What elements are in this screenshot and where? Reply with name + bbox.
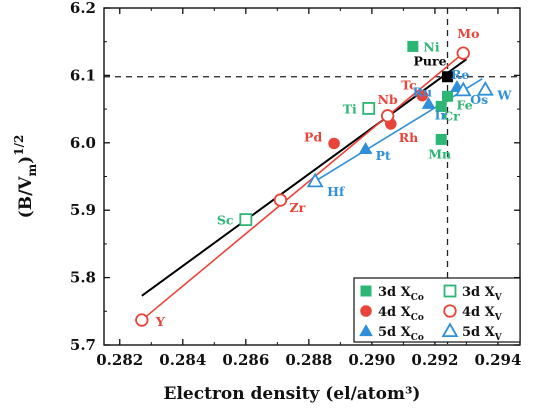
point-label-hf: Hf <box>327 184 346 199</box>
legend-label-3d-xv: 3d XV <box>462 285 503 303</box>
legend-marker-4d-xco <box>360 305 372 317</box>
point-pt <box>358 141 373 155</box>
point-label-os: Os <box>470 92 488 107</box>
axes: 0.282 0.284 0.286 0.288 0.290 0.292 0.294 5.7 5.… <box>12 0 521 404</box>
y-tick-label: 5.8 <box>70 269 96 287</box>
point-label-sc: Sc <box>217 213 234 228</box>
point-fe <box>442 90 454 102</box>
legend-marker-3d-xco <box>360 285 372 297</box>
point-mo <box>456 46 470 60</box>
legend-label-4d-xv: 4d XV <box>462 305 503 323</box>
x-tick-label: 0.282 <box>96 351 143 369</box>
legend-label-5d-xco: 5d XCo <box>378 325 424 343</box>
x-tick-label: 0.284 <box>159 351 206 369</box>
y-tick-label: 6.0 <box>70 134 96 152</box>
point-label-ru: Ru <box>413 85 432 100</box>
point-cr <box>435 100 447 112</box>
point-label-pure: Pure <box>414 54 447 69</box>
point-label-mo: Mo <box>457 26 479 41</box>
point-label-y: Y <box>155 314 166 329</box>
fit-line-red <box>141 52 464 321</box>
y-tick-label: 5.7 <box>70 336 96 354</box>
point-hf <box>306 172 324 188</box>
point-ni <box>407 40 419 52</box>
point-label-rh: Rh <box>399 130 418 145</box>
y-axis-label: (B/Vm)1/2 <box>12 135 39 219</box>
point-label-mn: Mn <box>428 146 451 161</box>
point-pd <box>328 137 340 150</box>
legend-label-5d-xv: 5d XV <box>462 325 503 343</box>
point-label-zr: Zr <box>289 200 305 215</box>
fit-line-black <box>141 58 468 297</box>
y-tick-label: 6.2 <box>70 0 96 17</box>
point-label-ir: Ir <box>435 108 448 123</box>
legend: 3d XCo 3d XV 4d XCo 4d XV 5d XCo 5d XV <box>353 277 521 343</box>
point-ti <box>362 102 376 115</box>
point-tc <box>416 89 429 102</box>
legend-marker-4d-xv <box>443 304 457 318</box>
point-label-pt: Pt <box>376 148 391 163</box>
x-tick-label: 0.288 <box>285 351 332 369</box>
legend-marker-3d-xv <box>443 284 457 298</box>
legend-marker-5d-xv <box>441 322 459 338</box>
point-label-w: W <box>496 88 512 103</box>
x-tick-label: 0.286 <box>222 351 269 369</box>
point-y <box>135 313 149 327</box>
point-pure <box>442 71 454 83</box>
fit-lines <box>141 52 483 321</box>
x-tick-label: 0.294 <box>474 351 521 369</box>
point-label-ti: Ti <box>343 101 357 116</box>
point-label-re: Re <box>451 67 469 82</box>
point-label-ni: Ni <box>423 39 439 54</box>
y-tick-label: 5.9 <box>70 201 96 219</box>
fit-line-blue <box>314 78 483 182</box>
point-label-pd: Pd <box>304 129 322 144</box>
data-markers <box>135 40 494 327</box>
point-os <box>454 81 472 97</box>
point-ir <box>421 96 436 109</box>
point-label-tc: Tc <box>401 78 417 93</box>
point-label-nb: Nb <box>378 92 398 107</box>
legend-box <box>353 277 521 343</box>
x-tick-label: 0.290 <box>348 351 395 369</box>
point-zr <box>273 193 288 207</box>
x-axis-label: Electron density (el/atom³) <box>164 384 421 404</box>
legend-label-3d-xco: 3d XCo <box>378 285 424 303</box>
point-w <box>476 80 494 96</box>
point-label-fe: Fe <box>457 97 473 112</box>
point-sc <box>239 213 253 227</box>
point-label-cr: Cr <box>443 108 460 123</box>
y-tick-label: 6.1 <box>70 66 96 84</box>
legend-marker-5d-xco <box>359 324 373 337</box>
x-tick-label: 0.292 <box>411 351 458 369</box>
point-mn <box>435 133 447 145</box>
legend-label-4d-xco: 4d XCo <box>378 305 424 323</box>
point-nb <box>380 109 395 123</box>
